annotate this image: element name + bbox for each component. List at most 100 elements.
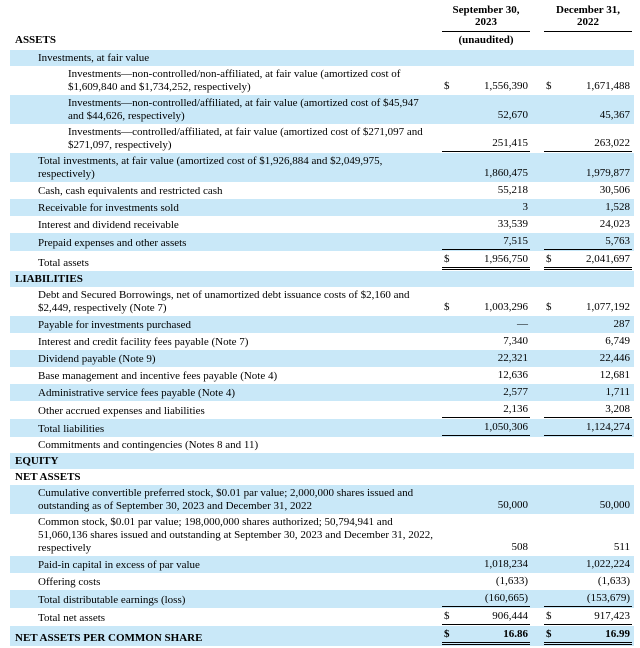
- value: 1,979,877: [586, 166, 630, 179]
- value-cell-dec-31-2022: [544, 285, 632, 286]
- value: 1,050,306: [484, 420, 528, 433]
- value: 3: [522, 200, 529, 213]
- row-label: Cumulative convertible preferred stock, …: [38, 486, 414, 512]
- table-body: Investments, at fair value Investments—no…: [10, 50, 634, 646]
- value: 511: [613, 540, 630, 553]
- row-label: Receivable for investments sold: [38, 201, 179, 214]
- value-cell-sep-30-2023: [442, 285, 530, 286]
- dollar-sign: $: [546, 79, 552, 92]
- dollar-sign: $: [546, 300, 552, 313]
- value-cell-dec-31-2022: [544, 451, 632, 452]
- dollar-sign: $: [546, 609, 552, 622]
- dollar-sign: $: [444, 627, 450, 640]
- value: (1,633): [597, 574, 630, 587]
- value-cell-sep-30-2023: (1,633): [442, 575, 530, 589]
- section-header-row: NET ASSETS: [10, 469, 634, 485]
- value-cell-sep-30-2023: 55,218: [442, 184, 530, 198]
- row-label: Base management and incentive fees payab…: [38, 369, 278, 382]
- value-cell-dec-31-2022: 12,681: [544, 369, 632, 383]
- value-cell-sep-30-2023: $16.86: [442, 628, 530, 645]
- value-cell-dec-31-2022: 1,022,224: [544, 558, 632, 572]
- value: 6,749: [605, 334, 630, 347]
- value-cell-dec-31-2022: 50,000: [544, 499, 632, 513]
- row-label: Commitments and contingencies (Notes 8 a…: [38, 438, 259, 451]
- value: 12,681: [599, 368, 630, 381]
- value-cell-dec-31-2022: [544, 467, 632, 468]
- value: 1,860,475: [484, 166, 528, 179]
- value-cell-dec-31-2022: 3,208: [544, 403, 632, 418]
- value-cell-sep-30-2023: [442, 483, 530, 484]
- value-cell-sep-30-2023: [442, 451, 530, 452]
- value: 1,022,224: [586, 557, 630, 570]
- value: 24,023: [599, 217, 630, 230]
- value: 16.86: [503, 627, 528, 640]
- table-row: Paid-in capital in excess of par value 1,…: [10, 556, 634, 573]
- value: 508: [511, 540, 529, 553]
- value: 1,077,192: [586, 300, 630, 313]
- value: 16.99: [605, 627, 630, 640]
- table-row: Prepaid expenses and other assets 7,515 5,…: [10, 233, 634, 251]
- value-cell-sep-30-2023: 12,636: [442, 369, 530, 383]
- value-cell-sep-30-2023: 1,018,234: [442, 558, 530, 572]
- value: 1,956,750: [484, 252, 528, 265]
- row-label: Offering costs: [38, 575, 101, 588]
- dollar-sign: $: [444, 609, 450, 622]
- value-cell-dec-31-2022: 22,446: [544, 352, 632, 366]
- value: 1,556,390: [484, 79, 528, 92]
- table-row: Investments, at fair value: [10, 50, 634, 66]
- table-row: Offering costs (1,633) (1,633): [10, 573, 634, 590]
- table-row: NET ASSETS PER COMMON SHARE $16.86 $16.99: [10, 626, 634, 646]
- table-row: Commitments and contingencies (Notes 8 a…: [10, 437, 634, 453]
- value: 1,671,488: [586, 79, 630, 92]
- table-row: Total assets $1,956,750 $2,041,697: [10, 251, 634, 271]
- row-label: Investments, at fair value: [38, 51, 150, 64]
- value-cell-dec-31-2022: 263,022: [544, 137, 632, 152]
- value-cell-dec-31-2022: [544, 64, 632, 65]
- table-row: Investments—controlled/affiliated, at fa…: [10, 124, 634, 153]
- row-label: Investments—non-controlled/affiliated, a…: [68, 96, 419, 122]
- column-header-line2: 2023: [475, 16, 497, 28]
- value: (1,633): [495, 574, 528, 587]
- value: 263,022: [594, 136, 630, 149]
- value: 22,321: [497, 351, 528, 364]
- row-label: Cash, cash equivalents and restricted ca…: [38, 184, 223, 197]
- row-label: Debt and Secured Borrowings, net of unam…: [38, 288, 410, 314]
- value-cell-sep-30-2023: $1,003,296: [442, 301, 530, 315]
- value-cell-sep-30-2023: 1,860,475: [442, 167, 530, 181]
- value-cell-sep-30-2023: $1,956,750: [442, 253, 530, 270]
- value-cell-dec-31-2022: 287: [544, 318, 632, 332]
- value-cell-sep-30-2023: 2,136: [442, 403, 530, 418]
- row-label: Common stock, $0.01 par value; 198,000,0…: [38, 515, 434, 554]
- row-label: Total assets: [38, 256, 89, 269]
- value: 2,041,697: [586, 252, 630, 265]
- value-cell-sep-30-2023: [442, 467, 530, 468]
- value-cell-dec-31-2022: $917,423: [544, 610, 632, 625]
- value-cell-dec-31-2022: 1,711: [544, 386, 632, 400]
- value-cell-dec-31-2022: 1,124,274: [544, 421, 632, 436]
- value-cell-dec-31-2022: 45,367: [544, 109, 632, 123]
- row-label: Dividend payable (Note 9): [38, 352, 156, 365]
- row-label: Interest and dividend receivable: [38, 218, 179, 231]
- value-cell-sep-30-2023: 52,670: [442, 109, 530, 123]
- value: 7,340: [503, 334, 528, 347]
- value-cell-dec-31-2022: 24,023: [544, 218, 632, 232]
- value-cell-sep-30-2023: [442, 64, 530, 65]
- row-label: Investments—controlled/affiliated, at fa…: [68, 125, 423, 151]
- value: 906,444: [492, 609, 528, 622]
- value-cell-sep-30-2023: 1,050,306: [442, 421, 530, 436]
- row-label: Investments—non-controlled/non-affiliate…: [68, 67, 401, 93]
- table-row: Total distributable earnings (loss) (160,…: [10, 590, 634, 608]
- value: 287: [613, 317, 631, 330]
- value-cell-dec-31-2022: $2,041,697: [544, 253, 632, 270]
- value: 30,506: [599, 183, 630, 196]
- value: 50,000: [497, 498, 528, 511]
- row-label: Prepaid expenses and other assets: [38, 236, 187, 249]
- row-label: Paid-in capital in excess of par value: [38, 558, 200, 571]
- table-row: Interest and credit facility fees payabl…: [10, 333, 634, 350]
- column-header-dec-31-2022: December 31, 2022: [544, 4, 632, 32]
- dollar-sign: $: [444, 252, 450, 265]
- value-cell-sep-30-2023: 22,321: [442, 352, 530, 366]
- dollar-sign: $: [444, 79, 450, 92]
- dollar-sign: $: [444, 300, 450, 313]
